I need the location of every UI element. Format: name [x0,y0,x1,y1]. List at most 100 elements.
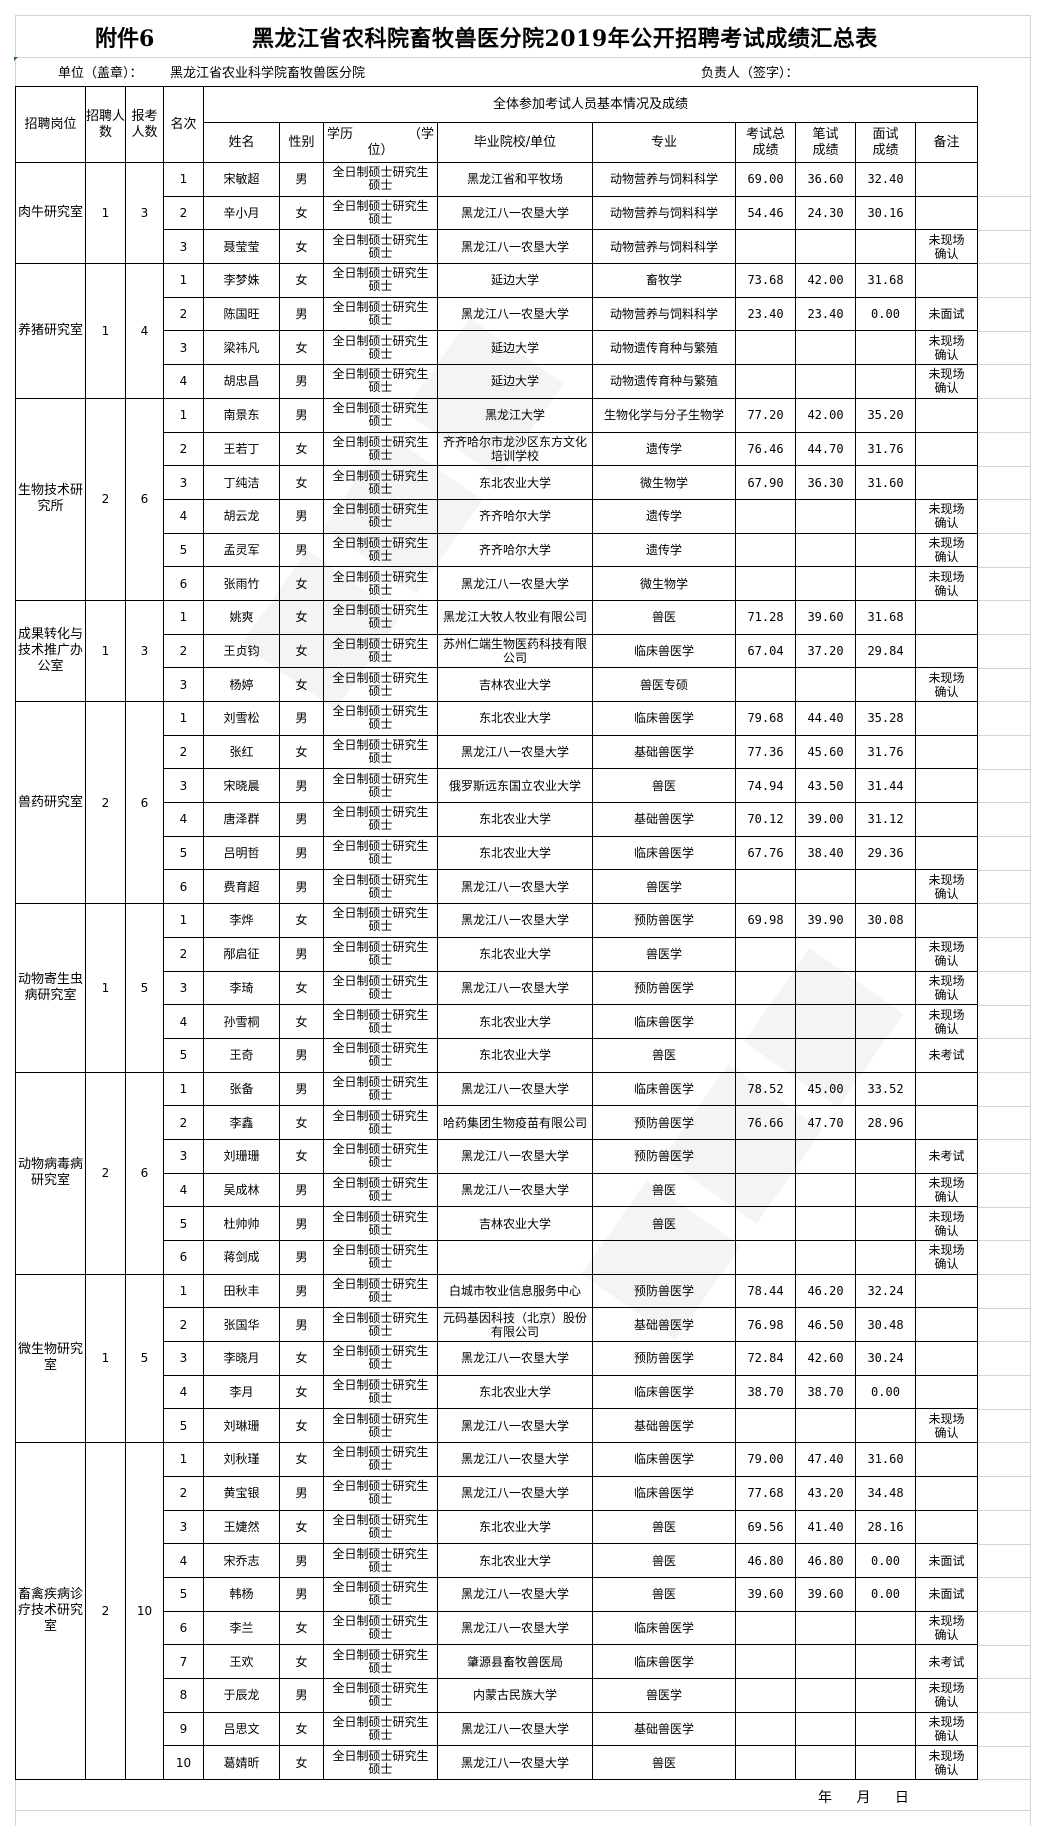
name-cell: 宋乔志 [203,1543,280,1578]
rank-cell: 4 [163,1004,204,1039]
sheet-gridline [977,364,1030,365]
education-cell: 全日制硕士研究生 硕士 [323,229,438,265]
school-cell: 黑龙江八一农垦大学 [437,1172,593,1208]
major-cell: 基础兽医学 [592,1307,736,1343]
education-cell: 全日制硕士研究生 硕士 [323,633,438,669]
remark-cell: 未现场确认 [915,566,978,601]
education-line: 硕士 [368,346,393,361]
remark-cell [915,1105,978,1140]
sheet-gridline [977,735,1030,736]
rank-cell: 2 [163,1475,204,1511]
education-cell: 全日制硕士研究生 硕士 [323,532,438,568]
major-cell: 遗传学 [592,498,736,534]
sheet-gridline [977,1409,1030,1410]
total-score-cell: 79.00 [735,1442,796,1477]
total-score-cell: 67.76 [735,835,796,871]
written-score-cell [795,1240,856,1275]
major-cell: 兽医 [592,1576,736,1612]
sheet-gridline [977,297,1030,298]
name-cell: 王若丁 [203,431,280,467]
education-line: 全日制硕士研究生 [332,670,429,685]
hire-count-cell: 1 [85,263,126,399]
written-score-cell [795,667,856,702]
education-cell: 全日制硕士研究生 硕士 [323,1307,438,1343]
education-cell: 全日制硕士研究生 硕士 [323,397,438,433]
written-score-cell: 36.60 [795,162,856,197]
sheet-gridline [977,263,1030,264]
written-score-cell [795,566,856,601]
major-cell: 临床兽医学 [592,701,736,736]
name-cell: 吕思文 [203,1711,280,1747]
name-cell: 丁纯洁 [203,465,280,500]
education-line: 全日制硕士研究生 [332,1445,429,1460]
gender-cell: 女 [279,667,324,702]
name-cell: 于辰龙 [203,1677,280,1713]
sheet-gridline [977,1038,1030,1039]
written-score-cell: 36.30 [795,465,856,500]
sheet-gridline [977,1611,1030,1612]
table-row: 2 王贞钧女全日制硕士研究生 硕士 苏州仁端生物医药科技有限公司 临床兽医学 67.04 3… [16,633,978,669]
sheet-gridline [977,634,1030,635]
remark-cell [915,903,978,938]
education-line: 全日制硕士研究生 [332,333,429,348]
position-cell: 养猪研究室 [15,263,86,399]
interview-score-cell [855,869,916,905]
rank-cell: 5 [163,532,204,568]
gender-cell: 男 [279,802,324,837]
education-line: 硕士 [368,178,393,193]
school-cell: 黑龙江八一农垦大学 [437,566,593,601]
rank-cell: 2 [163,431,204,467]
gender-cell: 男 [279,364,324,399]
major-cell: 动物营养与饲料科学 [592,162,736,197]
total-score-cell: 46.80 [735,1543,796,1578]
name-cell: 宋晓晨 [203,768,280,804]
education-cell: 全日制硕士研究生 硕士 [323,970,438,1006]
remark-label: 未现场确认 [928,1411,965,1440]
school-cell: 齐齐哈尔市龙沙区东方文化培训学校 [437,431,593,467]
school-cell: 延边大学 [437,364,593,399]
school-cell: 齐齐哈尔大学 [437,498,593,534]
table-row: 4 李月女全日制硕士研究生 硕士 东北农业大学 临床兽医学 38.70 38.70 0.00 [16,1374,978,1410]
education-cell: 全日制硕士研究生 硕士 [323,1442,438,1477]
school-cell: 黑龙江八一农垦大学 [437,1711,593,1747]
interview-score-cell [855,1172,916,1208]
education-cell: 全日制硕士研究生 硕士 [323,734,438,770]
education-line: 硕士 [368,1694,393,1709]
total-score-cell [735,1037,796,1073]
major-cell: 畜牧学 [592,263,736,298]
major-cell: 兽医 [592,768,736,804]
table-row: 8 于辰龙男全日制硕士研究生 硕士 内蒙古民族大学 兽医学 未现场确认 [16,1677,978,1713]
name-cell: 陈国旺 [203,296,280,332]
education-line: 硕士 [368,447,393,462]
sheet-gridline [977,1678,1030,1679]
gender-cell: 女 [279,1644,324,1679]
position-cell: 成果转化与技术推广办公室 [15,599,86,703]
remark-label: 未现场确认 [928,940,965,969]
gender-cell: 男 [279,1307,324,1343]
written-score-cell [795,1711,856,1747]
major-cell: 预防兽医学 [592,1105,736,1140]
remark-cell: 未现场确认 [915,667,978,702]
education-line: 全日制硕士研究生 [332,704,429,719]
total-score-cell: 77.20 [735,397,796,433]
written-score-cell [795,869,856,905]
name-cell: 李梦姝 [203,263,280,298]
sheet-gridline [977,466,1030,467]
gender-cell: 女 [279,1711,324,1747]
table-row: 3 王婕然女全日制硕士研究生 硕士 东北农业大学 兽医 69.56 41.40 28.16 [16,1509,978,1545]
written-score-cell: 23.40 [795,296,856,332]
apply-count-cell: 5 [125,903,164,1073]
hire-count-cell: 1 [85,161,126,265]
school-cell: 黑龙江八一农垦大学 [437,1341,593,1376]
education-line: 全日制硕士研究生 [332,1175,429,1190]
interview-score-cell [855,667,916,702]
written-score-cell [795,1172,856,1208]
school-cell: 白城市牧业信息服务中心 [437,1273,593,1309]
table-row: 兽药研究室 2 6 1 刘雪松男全日制硕士研究生 硕士 东北农业大学 临床兽医学 79.68 44… [15,700,978,905]
total-score-cell [735,936,796,972]
education-line: 硕士 [368,582,393,597]
interview-score-cell: 34.48 [855,1475,916,1511]
written-score-cell: 45.00 [795,1071,856,1107]
written-score-cell: 46.20 [795,1273,856,1309]
major-cell: 临床兽医学 [592,1442,736,1477]
